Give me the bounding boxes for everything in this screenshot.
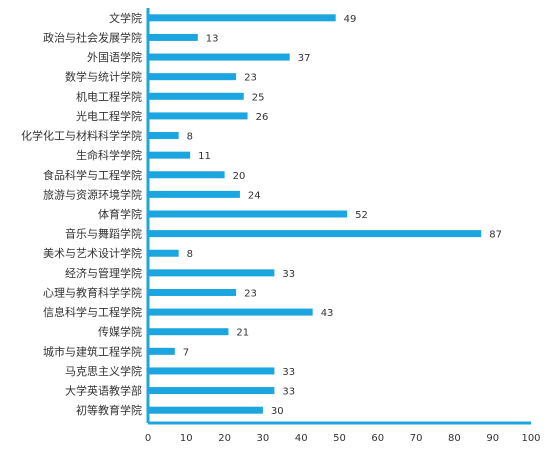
data-label: 8 <box>187 132 193 143</box>
data-label: 49 <box>344 14 357 25</box>
bar <box>148 92 244 100</box>
bar <box>148 367 275 375</box>
category-label: 大学英语教学部 <box>65 384 142 398</box>
category-label: 数学与统计学院 <box>65 70 142 84</box>
bar <box>148 151 191 159</box>
x-tick-label: 100 <box>521 433 540 444</box>
category-label: 外国语学院 <box>87 50 142 64</box>
data-label: 43 <box>321 308 334 319</box>
x-tick-label: 70 <box>410 433 423 444</box>
data-label: 33 <box>282 367 295 378</box>
x-tick-label: 20 <box>218 433 231 444</box>
x-tick-label: 10 <box>180 433 193 444</box>
bar <box>148 387 275 395</box>
bar <box>148 406 263 414</box>
data-label: 21 <box>236 328 249 339</box>
category-label: 信息科学与工程学院 <box>43 305 142 319</box>
category-label: 机电工程学院 <box>76 89 142 103</box>
x-tick-label: 30 <box>257 433 270 444</box>
data-label: 26 <box>256 112 269 123</box>
category-label: 心理与教育科学学院 <box>43 285 142 299</box>
category-label: 光电工程学院 <box>76 109 142 123</box>
bar <box>148 328 229 336</box>
bar <box>148 73 237 81</box>
data-label: 23 <box>244 288 257 299</box>
x-tick-label: 40 <box>295 433 308 444</box>
category-label: 马克思主义学院 <box>65 364 142 378</box>
bar <box>148 112 248 120</box>
category-label: 传媒学院 <box>98 325 142 339</box>
category-label: 化学化工与材料科学学院 <box>21 129 142 143</box>
bar <box>148 347 175 355</box>
category-label: 生命科学学院 <box>76 148 142 162</box>
category-label: 经济与管理学院 <box>65 266 142 280</box>
data-label: 30 <box>271 406 284 417</box>
x-tick-label: 80 <box>448 433 461 444</box>
data-label: 37 <box>298 53 311 64</box>
category-label: 旅游与资源环境学院 <box>43 187 142 201</box>
data-label: 24 <box>248 190 261 201</box>
data-label: 8 <box>187 249 193 260</box>
bar <box>148 53 290 61</box>
data-label: 52 <box>355 210 368 221</box>
bar <box>148 210 348 218</box>
bar <box>148 171 225 179</box>
x-tick-label: 0 <box>145 433 151 444</box>
category-label: 文学院 <box>109 11 142 25</box>
category-label: 体育学院 <box>98 207 142 221</box>
category-label: 食品科学与工程学院 <box>43 168 142 182</box>
bar <box>148 33 198 41</box>
category-label: 音乐与舞蹈学院 <box>65 227 142 241</box>
x-tick-label: 90 <box>486 433 499 444</box>
bar <box>148 132 179 140</box>
category-label: 初等教育学院 <box>76 403 142 417</box>
bar <box>148 249 179 257</box>
data-label: 20 <box>233 171 246 182</box>
bar <box>148 269 275 277</box>
bar <box>148 14 336 22</box>
bar <box>148 230 482 238</box>
x-tick-label: 50 <box>333 433 346 444</box>
bar <box>148 308 313 316</box>
category-label: 城市与建筑工程学院 <box>43 344 142 358</box>
axes: 文学院政治与社会发展学院外国语学院数学与统计学院机电工程学院光电工程学院化学化工… <box>21 8 541 444</box>
data-label: 25 <box>252 92 265 103</box>
data-label: 13 <box>206 33 219 44</box>
data-label: 7 <box>183 347 189 358</box>
data-label: 11 <box>198 151 211 162</box>
data-label: 87 <box>489 230 502 241</box>
x-tick-label: 60 <box>371 433 384 444</box>
data-label: 33 <box>282 387 295 398</box>
data-label: 33 <box>282 269 295 280</box>
bar <box>148 190 240 198</box>
data-label: 23 <box>244 73 257 84</box>
category-label: 政治与社会发展学院 <box>43 30 142 44</box>
bar <box>148 288 237 296</box>
category-label: 美术与艺术设计学院 <box>43 246 142 260</box>
